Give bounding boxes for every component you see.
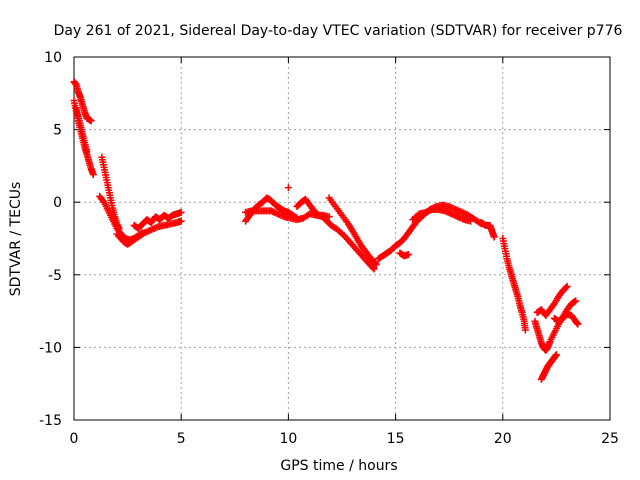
x-tick-label: 15 xyxy=(387,431,405,447)
data-point xyxy=(572,297,580,305)
data-point xyxy=(563,282,571,290)
series-p xyxy=(499,235,529,334)
data-point xyxy=(99,197,107,205)
series-g xyxy=(130,208,185,232)
data-point xyxy=(467,217,475,225)
data-point xyxy=(87,117,95,125)
data-point xyxy=(369,264,377,272)
series-f xyxy=(113,217,185,248)
y-tick-labels: -15 -10 -5 0 5 10 xyxy=(39,50,62,429)
y-axis-label: SDTVAR / TECUs xyxy=(8,182,24,297)
x-tick-label: 10 xyxy=(279,431,297,447)
series-o xyxy=(477,219,498,241)
data-point xyxy=(552,351,560,359)
data-point xyxy=(325,213,333,221)
series-a xyxy=(70,78,95,125)
plot-frame xyxy=(73,56,611,421)
x-tick-label: 5 xyxy=(177,431,186,447)
series-n xyxy=(396,249,412,260)
series-r xyxy=(533,282,571,319)
data-point xyxy=(177,217,185,225)
y-tick-label: 0 xyxy=(53,195,62,211)
data-point xyxy=(370,265,378,273)
series-m xyxy=(409,205,475,225)
chart-title: Day 261 of 2021, Sidereal Day-to-day VTE… xyxy=(54,23,623,39)
data-point xyxy=(89,171,97,179)
series-j xyxy=(293,195,378,273)
data-point xyxy=(177,208,185,216)
y-tick-label: -15 xyxy=(39,413,62,429)
y-tick-label: -10 xyxy=(39,340,62,356)
data-point xyxy=(83,147,91,155)
x-tick-label: 0 xyxy=(70,431,79,447)
series-c xyxy=(72,104,91,155)
data-point xyxy=(562,284,570,292)
x-tick-labels: 0 5 10 15 20 25 xyxy=(70,431,619,447)
series-q xyxy=(531,297,580,354)
x-tick-label: 20 xyxy=(494,431,512,447)
data-point xyxy=(404,250,412,258)
x-tick-label: 25 xyxy=(601,431,619,447)
x-axis-label: GPS time / hours xyxy=(280,458,397,474)
data-point xyxy=(372,261,380,269)
data-point xyxy=(574,320,582,328)
data-points xyxy=(70,78,582,383)
data-point xyxy=(490,233,498,241)
y-tick-label: 10 xyxy=(44,50,62,66)
series-t xyxy=(537,351,560,383)
series-i xyxy=(242,207,333,224)
data-point xyxy=(521,326,529,334)
series-k xyxy=(325,194,380,269)
data-point xyxy=(284,184,292,192)
series-u xyxy=(284,184,292,192)
series-h xyxy=(242,194,301,225)
y-tick-label: -5 xyxy=(48,268,62,284)
y-tick-label: 5 xyxy=(53,123,62,139)
series-s xyxy=(550,310,582,328)
